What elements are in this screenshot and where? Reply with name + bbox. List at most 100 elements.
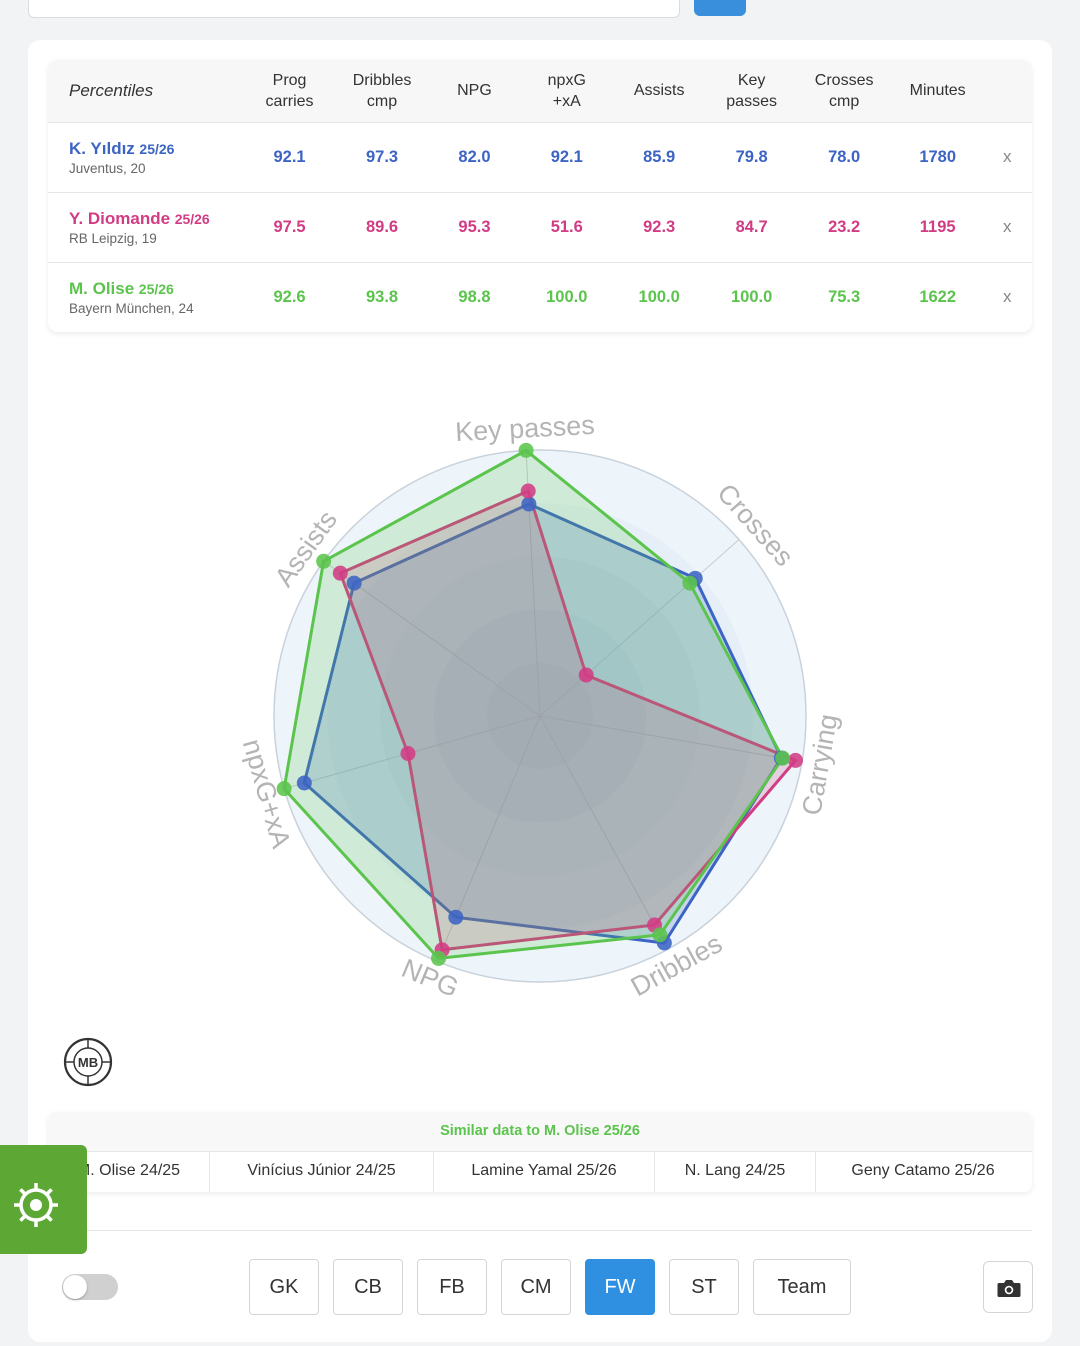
value-cell: 100.0: [546, 287, 588, 306]
player-cell: M. Olise 25/26 Bayern München, 24: [48, 262, 241, 332]
value-cell: 78.0: [795, 122, 893, 193]
settings-button[interactable]: [0, 1145, 87, 1254]
camera-button[interactable]: [983, 1261, 1033, 1313]
radar-point: [296, 775, 312, 791]
gear-icon: [14, 1183, 58, 1227]
column-header-text: Minutes: [909, 82, 966, 100]
value-cell: 79.8: [707, 122, 796, 193]
value-cell: 97.3: [338, 122, 426, 193]
value-cell: 1195: [892, 192, 983, 263]
radar-point: [518, 442, 534, 458]
mb-logo: MB: [63, 1037, 113, 1087]
value-cell: 92.1: [240, 122, 339, 193]
radar-point: [431, 950, 447, 966]
radar-series-area: [338, 489, 797, 952]
radar-point: [520, 483, 536, 499]
column-header-text: Prog: [272, 71, 307, 89]
column-header-text: npxG: [547, 71, 586, 89]
radar-point: [578, 667, 594, 683]
divider: [48, 1230, 1032, 1231]
column-header: Prog carries: [240, 60, 339, 123]
table-row: M. Olise 25/26 Bayern München, 24 92.6 93.8…: [48, 262, 1032, 332]
search-input[interactable]: [28, 0, 680, 18]
value-cell: 1780: [892, 122, 983, 193]
radar-point: [682, 575, 698, 591]
similar-player-item[interactable]: Lamine Yamal 25/26: [434, 1152, 655, 1192]
radar-chart: Key passesCrossesCarryingDribblesNPGnpxG…: [237, 410, 844, 1003]
radar-point: [652, 927, 668, 943]
value-cell: 92.3: [610, 192, 708, 263]
player-cell: Y. Diomande 25/26 RB Leipzig, 19: [48, 192, 241, 263]
logo-text: MB: [78, 1055, 98, 1070]
radar-spoke: [539, 715, 669, 950]
radar-point: [521, 496, 537, 512]
table-row: Y. Diomande 25/26 RB Leipzig, 19 97.5 89.6 9…: [48, 192, 1032, 263]
remove-player-button[interactable]: x: [982, 192, 1032, 263]
toggle-knob: [63, 1275, 87, 1299]
player-season: 25/26: [139, 140, 175, 157]
player-season: 25/26: [138, 280, 174, 297]
search-button[interactable]: [694, 0, 746, 16]
value-cell: 89.6: [338, 192, 426, 263]
value-cell: 1622: [919, 287, 957, 306]
column-header: Crosses cmp: [795, 60, 893, 123]
radar-point: [276, 781, 292, 797]
similar-player-item[interactable]: M. Olise 24/25: [48, 1152, 210, 1192]
player-club: Juventus, 20: [69, 160, 146, 176]
value-cell: 97.5: [240, 192, 339, 263]
radar-point: [448, 909, 464, 925]
value-cell: 100.0: [730, 287, 773, 306]
position-button[interactable]: FW: [585, 1259, 655, 1315]
column-header-text: Crosses: [814, 71, 874, 89]
column-header: npxG +xA: [523, 60, 611, 123]
camera-icon: [997, 1280, 1021, 1297]
table-row: K. Yıldız 25/26 Juventus, 20 92.1 97.3 82.0 9…: [48, 122, 1032, 193]
radar-point: [332, 565, 348, 581]
column-header-text: passes: [726, 92, 777, 110]
player-name: M. Olise: [69, 278, 135, 298]
value-cell: 98.8: [458, 287, 491, 306]
similar-list: M. Olise 24/25 Vinícius Júnior 24/25 Lamin…: [48, 1152, 1032, 1192]
column-header-text: NPG: [457, 82, 492, 100]
column-header-text: cmp: [829, 92, 860, 110]
similar-player-item[interactable]: N. Lang 24/25: [655, 1152, 816, 1192]
column-header-text: cmp: [366, 92, 398, 110]
value-cell: 95.3: [425, 192, 524, 263]
position-button[interactable]: ST: [669, 1259, 739, 1315]
player-cell: K. Yıldız 25/26 Juventus, 20: [48, 122, 241, 193]
radar-point: [316, 553, 332, 569]
main-card: Percentiles Prog carries Dribbles cmp NPG npx…: [28, 40, 1052, 1342]
remove-player-button[interactable]: x: [1002, 287, 1012, 307]
value-cell: 84.7: [707, 192, 796, 263]
column-header: Key passes: [707, 60, 796, 123]
percentiles-table: Percentiles Prog carries Dribbles cmp NPG npx…: [48, 60, 1032, 332]
position-button[interactable]: FB: [417, 1259, 487, 1315]
column-header: Dribbles cmp: [338, 60, 426, 123]
column-header: Assists: [610, 60, 708, 123]
radar-series-area: [302, 502, 783, 945]
player-name: Y. Diomande: [69, 208, 171, 228]
position-button[interactable]: Team: [753, 1259, 851, 1315]
value-cell: 82.0: [425, 122, 524, 193]
radar-spoke: [539, 715, 803, 763]
remove-player-button[interactable]: x: [982, 122, 1032, 193]
value-cell: 23.2: [795, 192, 893, 263]
toggle-switch[interactable]: [62, 1274, 118, 1300]
position-button[interactable]: GK: [249, 1259, 319, 1315]
player-club: RB Leipzig, 19: [69, 230, 157, 246]
similar-player-item[interactable]: Vinícius Júnior 24/25: [210, 1152, 434, 1192]
similar-player-item[interactable]: Geny Catamo 25/26: [851, 1162, 995, 1179]
similar-title: Similar data to M. Olise 25/26: [48, 1112, 1032, 1152]
position-button[interactable]: CB: [333, 1259, 403, 1315]
player-season: 25/26: [174, 210, 210, 227]
column-header-text: carries: [265, 92, 314, 110]
value-cell: 75.3: [828, 287, 861, 306]
position-button[interactable]: CM: [501, 1259, 571, 1315]
table-header-row: Percentiles Prog carries Dribbles cmp NPG npx…: [48, 60, 1032, 123]
player-club: Bayern München, 24: [69, 300, 194, 316]
column-header: NPG: [425, 60, 524, 123]
radar-point: [346, 575, 362, 591]
value-cell: 51.6: [523, 192, 611, 263]
radar-point: [400, 746, 416, 762]
column-header-text: Key: [737, 71, 766, 89]
